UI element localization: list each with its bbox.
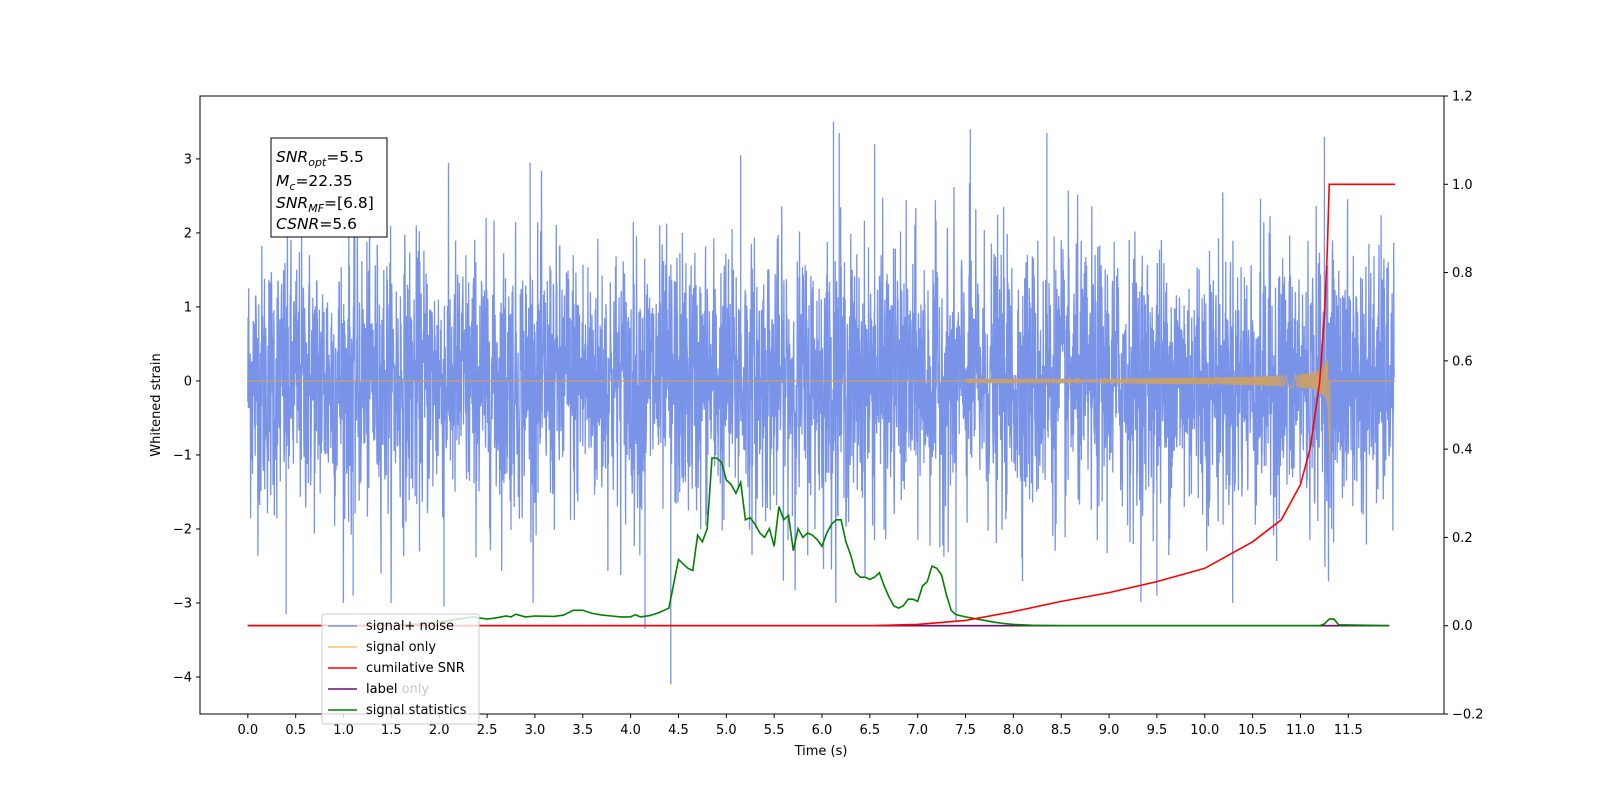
y-axis-right: −0.2 0.0 0.2 0.4 0.6 0.8 1.0 1.2	[1444, 90, 1484, 723]
y-tick-label: −2	[173, 522, 192, 537]
y-axis-label: Whitened strain	[149, 353, 164, 456]
legend: signal+ noise signal only cumilative SNR…	[321, 613, 480, 725]
x-tick-label: 1.5	[381, 723, 402, 738]
y-tick-label: 1	[184, 300, 192, 315]
y-right-tick-label: 1.2	[1452, 90, 1473, 105]
x-tick-label: 6.5	[860, 723, 881, 738]
legend-label-label-only-ghost: label only	[366, 682, 429, 697]
legend-label-signal-only: signal only	[366, 640, 436, 655]
series-line-signal-only	[247, 359, 1396, 463]
annotation-line-4: CSNR=5.6	[276, 215, 357, 233]
legend-label-signal-plus-noise: signal+ noise	[366, 619, 454, 634]
x-tick-label: 8.0	[1003, 723, 1024, 738]
legend-label-cumilative-snr: cumilative SNR	[366, 661, 465, 676]
x-tick-label: 5.0	[716, 723, 737, 738]
series-spikes-signal-plus-noise	[285, 121, 1326, 685]
y-right-tick-label: 0.2	[1452, 531, 1473, 546]
y-right-tick-label: −0.2	[1452, 708, 1484, 723]
x-tick-label: 4.0	[620, 723, 641, 738]
x-axis: 0.0 0.5 1.0 1.5 2.0 2.5 3.0 3.5 4.0 4.5 5.0 5.5 6.0 6…	[238, 714, 1363, 738]
x-tick-label: 11.0	[1286, 723, 1315, 738]
y-tick-label: 2	[184, 226, 192, 241]
y-tick-label: −1	[173, 448, 192, 463]
y-tick-label: −3	[173, 596, 192, 611]
legend-label-signal-statistics: signal statistics	[366, 703, 467, 718]
series-line-cumilative-snr	[247, 183, 1396, 627]
x-tick-label: 10.5	[1238, 723, 1267, 738]
x-tick-label: 3.0	[525, 723, 546, 738]
x-tick-label: 0.0	[238, 723, 259, 738]
y-tick-label: 3	[184, 152, 192, 167]
x-tick-label: 8.5	[1051, 723, 1072, 738]
x-tick-label: 6.0	[812, 723, 833, 738]
series-line-signal-statistics	[247, 457, 1390, 627]
x-tick-label: 2.0	[429, 723, 450, 738]
x-tick-label: 0.5	[285, 723, 306, 738]
y-right-tick-label: 0.8	[1452, 266, 1473, 281]
x-tick-label: 10.0	[1190, 723, 1219, 738]
x-tick-label: 7.0	[907, 723, 928, 738]
x-tick-label: 4.5	[668, 723, 689, 738]
y-tick-label: 0	[184, 374, 192, 389]
annotation-line-3: SNRMF=[6.8]	[276, 194, 374, 215]
x-tick-label: 3.5	[572, 723, 593, 738]
annotation-line-2: Mc=22.35	[276, 172, 353, 193]
x-tick-label: 5.5	[764, 723, 785, 738]
y-right-tick-label: 1.0	[1452, 178, 1473, 193]
snr-annotation-box: SNRopt=5.5 Mc=22.35 SNRMF=[6.8] CSNR=5.6	[270, 137, 388, 238]
x-tick-label: 11.5	[1334, 723, 1363, 738]
x-tick-label: 7.5	[955, 723, 976, 738]
y-axis-left: −4 −3 −2 −1 0 1 2 3	[173, 152, 200, 685]
x-tick-label: 1.0	[333, 723, 354, 738]
y-tick-label: −4	[173, 670, 192, 685]
y-right-tick-label: 0.6	[1452, 354, 1473, 369]
x-tick-label: 2.5	[477, 723, 498, 738]
series-signal-only	[247, 359, 1396, 463]
x-axis-label: Time (s)	[794, 744, 848, 759]
y-right-tick-label: 0.4	[1452, 443, 1473, 458]
y-right-tick-label: 0.0	[1452, 619, 1473, 634]
annotation-line-1: SNRopt=5.5	[276, 148, 364, 169]
x-tick-label: 9.5	[1147, 723, 1168, 738]
legend-label-label: label	[366, 682, 397, 697]
x-tick-label: 9.0	[1099, 723, 1120, 738]
